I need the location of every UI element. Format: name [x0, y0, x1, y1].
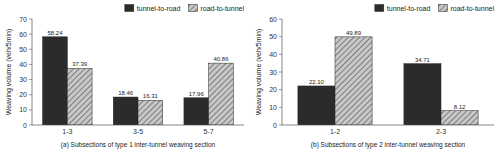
legend-item: tunnel-to-road	[125, 5, 181, 12]
x-tick-label: 1-3	[62, 128, 72, 135]
bar	[404, 64, 441, 125]
figure: 0 10 20 30 40 50 60 70 Weaving volume (veh/5min)…	[0, 0, 500, 157]
y-tick	[279, 72, 282, 73]
x-tick-label: 2-3	[436, 128, 446, 135]
legend-label: tunnel-to-road	[137, 5, 181, 12]
y-tick	[279, 19, 282, 20]
x-axis: 1-2 2-3	[282, 125, 494, 135]
panel: 0 10 20 30 40 50 60 Weaving volume (veh/5min) 22…	[255, 5, 495, 150]
y-tick-label: 0	[23, 122, 27, 129]
bar	[43, 37, 68, 125]
y-axis-line	[282, 19, 283, 125]
legend-swatch	[125, 5, 134, 12]
y-tick-label: 70	[19, 16, 27, 23]
bar	[184, 98, 209, 125]
y-tick	[29, 125, 32, 126]
y-tick	[279, 54, 282, 55]
data-label: 49.89	[346, 30, 362, 36]
y-tick-label: 20	[19, 91, 27, 98]
y-tick-label: 30	[269, 69, 277, 76]
legend: tunnel-to-road road-to-tunnel	[375, 5, 495, 12]
x-tick-label: 1-2	[330, 128, 340, 135]
y-tick	[29, 49, 32, 50]
legend-item: road-to-tunnel	[438, 5, 494, 12]
data-label: 22.10	[309, 79, 325, 85]
legend-label: road-to-tunnel	[450, 5, 494, 12]
bar	[113, 97, 138, 125]
bar	[209, 63, 234, 125]
bar	[67, 68, 92, 125]
bar	[298, 86, 335, 125]
bar	[441, 111, 478, 125]
y-tick-label: 10	[269, 104, 277, 111]
legend-item: tunnel-to-road	[375, 5, 431, 12]
data-label: 34.71	[415, 57, 431, 63]
y-tick-label: 40	[19, 61, 27, 68]
x-axis-line	[282, 125, 494, 126]
y-tick-label: 60	[269, 16, 277, 23]
y-tick-label: 40	[269, 51, 277, 58]
y-tick	[279, 89, 282, 90]
data-labels: 22.10 34.71 49.89 8.12	[309, 30, 466, 110]
y-tick-label: 0	[273, 122, 277, 129]
bars	[298, 37, 478, 125]
y-tick	[279, 125, 282, 126]
x-tick-label: 5-7	[204, 128, 214, 135]
y-tick	[29, 79, 32, 80]
y-tick-label: 60	[19, 31, 27, 38]
x-axis-label: (b) Subsections of type 2 inter-tunnel w…	[311, 141, 466, 149]
x-axis-label: (a) Subsections of type 1 inter-tunnel w…	[61, 141, 216, 149]
bars	[43, 37, 234, 125]
x-axis: 1-3 3-5 5-7	[32, 125, 244, 135]
chart-root: 0 10 20 30 40 50 60 70 Weaving volume (veh/5min)…	[0, 0, 500, 157]
y-axis-label: Weaving volume (veh/5min)	[255, 29, 263, 116]
y-axis-line	[32, 19, 33, 125]
panel: 0 10 20 30 40 50 60 70 Weaving volume (veh/5min)…	[5, 5, 245, 150]
legend-swatch	[438, 5, 447, 12]
x-tick-label: 3-5	[133, 128, 143, 135]
bar	[335, 37, 372, 125]
data-labels: 58.24 18.46 17.96 37.39 16.31 40.86	[47, 30, 229, 99]
legend-swatch	[188, 5, 197, 12]
data-label: 16.31	[143, 93, 159, 99]
y-axis-label: Weaving volume (veh/5min)	[5, 29, 13, 116]
bar	[138, 100, 163, 125]
legend-label: tunnel-to-road	[387, 5, 431, 12]
data-label: 37.39	[72, 61, 88, 67]
data-label: 18.46	[118, 90, 134, 96]
legend-item: road-to-tunnel	[188, 5, 244, 12]
y-tick	[29, 34, 32, 35]
y-tick	[29, 64, 32, 65]
data-label: 40.86	[214, 56, 230, 62]
y-axis: 0 10 20 30 40 50 60 70	[19, 16, 32, 129]
y-tick	[279, 36, 282, 37]
data-label: 17.96	[189, 91, 205, 97]
legend-label: road-to-tunnel	[200, 5, 244, 12]
y-tick-label: 10	[19, 106, 27, 113]
data-label: 58.24	[47, 30, 63, 36]
x-axis-line	[32, 125, 244, 126]
legend: tunnel-to-road road-to-tunnel	[125, 5, 245, 12]
y-tick	[29, 94, 32, 95]
y-tick-label: 50	[19, 46, 27, 53]
legend-swatch	[375, 5, 384, 12]
data-label: 8.12	[454, 104, 466, 110]
y-tick-label: 50	[269, 33, 277, 40]
y-tick-label: 30	[19, 76, 27, 83]
y-tick	[29, 109, 32, 110]
y-tick-label: 20	[269, 86, 277, 93]
y-tick	[279, 107, 282, 108]
y-tick	[29, 19, 32, 20]
y-axis: 0 10 20 30 40 50 60	[269, 16, 282, 129]
